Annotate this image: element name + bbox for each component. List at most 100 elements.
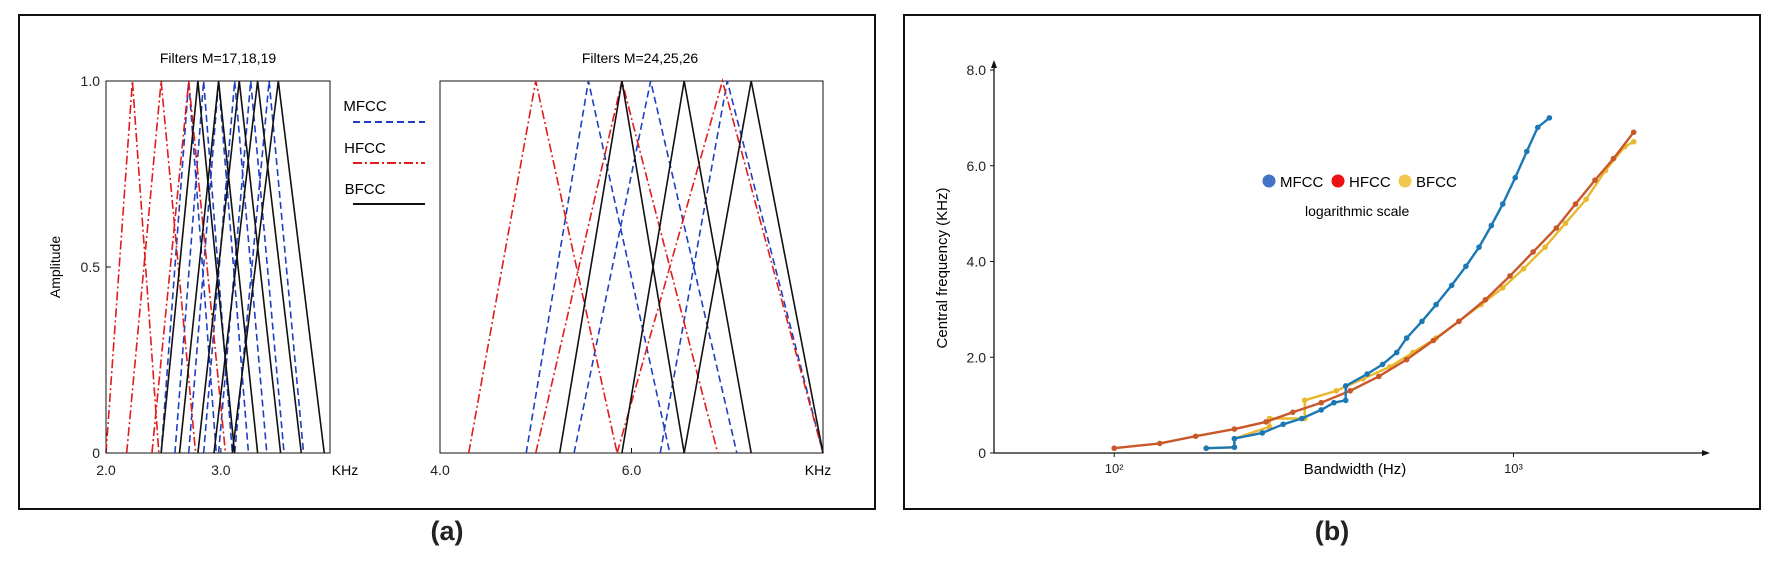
filters-plot-right: 4.0 6.0 Filters M=24,25,26 KHz <box>430 50 831 478</box>
x-axis-arrow <box>1702 450 1710 456</box>
filter-bfcc-1-0 <box>558 80 685 454</box>
point-mfcc <box>1259 430 1266 436</box>
point-bfcc <box>1583 196 1589 203</box>
filter-hfcc-1-2 <box>616 78 824 454</box>
filter-bfcc-0-2 <box>197 80 282 454</box>
point-mfcc <box>1403 335 1410 341</box>
point-mfcc <box>1318 407 1325 413</box>
x-unit-label-right: KHz <box>805 462 831 478</box>
bandwidth-ticks: 0 2.0 4.0 6.0 8.0 10² 10³ <box>967 62 1524 476</box>
filter-bfcc-0-1 <box>178 80 259 454</box>
point-hfcc <box>1156 440 1163 447</box>
point-bfcc <box>1562 220 1569 226</box>
point-hfcc <box>1318 399 1325 406</box>
point-hfcc <box>1507 273 1513 279</box>
filter-mfcc-1-0 <box>525 80 671 454</box>
panel-a-frame <box>18 14 876 510</box>
point-bfcc <box>1630 139 1637 145</box>
point-mfcc <box>1488 222 1495 229</box>
point-mfcc <box>1546 115 1553 121</box>
filter-hfcc-0-2 <box>151 80 227 454</box>
x-tick-label: 6.0 <box>622 462 642 478</box>
point-hfcc <box>1430 337 1437 344</box>
point-mfcc <box>1342 397 1349 404</box>
point-hfcc <box>1592 177 1598 183</box>
filter-hfcc-1-0 <box>467 80 618 454</box>
point-mfcc <box>1298 415 1305 422</box>
point-mfcc <box>1280 421 1286 428</box>
filter-lines-right <box>467 78 824 454</box>
filter-hfcc-0-1 <box>125 80 197 454</box>
filter-bfcc-0-4 <box>231 80 326 454</box>
point-bfcc <box>1301 397 1308 404</box>
plot-title-right: Filters M=24,25,26 <box>582 50 699 66</box>
point-hfcc <box>1111 445 1117 452</box>
point-mfcc <box>1342 383 1349 389</box>
point-hfcc <box>1376 373 1382 380</box>
point-hfcc <box>1553 225 1560 231</box>
filter-hfcc-0-0 <box>105 80 160 454</box>
point-hfcc <box>1456 318 1462 325</box>
series-line-hfcc <box>1114 131 1635 450</box>
legend-bfcc-label: BFCC <box>345 181 386 198</box>
point-hfcc <box>1289 409 1296 416</box>
point-mfcc <box>1524 148 1530 155</box>
y-tick-label: 4.0 <box>967 254 987 270</box>
y-tick-label: 0.5 <box>81 259 101 275</box>
legend-note-log-scale: logarithmic scale <box>1305 203 1409 219</box>
legend-dot-bfcc <box>1398 174 1412 188</box>
y-axis-label-central-frequency: Central frequency (KHz) <box>934 188 951 349</box>
legend-dot-mfcc <box>1262 174 1276 188</box>
point-mfcc <box>1379 361 1386 368</box>
point-mfcc <box>1512 174 1519 181</box>
legend-label-bfcc: BFCC <box>1416 174 1457 191</box>
y-axis-label-amplitude: Amplitude <box>47 236 63 298</box>
point-hfcc <box>1263 419 1269 425</box>
point-hfcc <box>1403 356 1410 363</box>
point-mfcc <box>1393 349 1400 356</box>
point-mfcc <box>1203 445 1210 452</box>
y-tick-label: 8.0 <box>967 62 987 78</box>
point-bfcc <box>1542 244 1548 250</box>
filter-lines-left <box>105 80 326 454</box>
point-mfcc <box>1499 201 1506 207</box>
filter-bfcc-1-1 <box>621 80 752 454</box>
bandwidth-axes <box>991 60 1710 456</box>
legend-mfcc-label: MFCC <box>343 98 386 115</box>
filter-mfcc-0-2 <box>187 80 250 454</box>
point-mfcc <box>1463 263 1469 270</box>
panel-caption-a: (a) <box>430 516 464 546</box>
bandwidth-series <box>1111 115 1637 452</box>
panel-caption-b: (b) <box>1314 516 1350 546</box>
legend-label-mfcc: MFCC <box>1280 174 1323 191</box>
point-hfcc <box>1347 387 1354 394</box>
point-hfcc <box>1482 297 1489 303</box>
point-hfcc <box>1231 426 1238 432</box>
y-tick-label: 0 <box>978 445 986 461</box>
panel-b-frame <box>903 14 1761 510</box>
point-bfcc <box>1499 285 1506 291</box>
series-line-mfcc <box>1206 116 1551 450</box>
bandwidth-legend: MFCC HFCC BFCC logarithmic scale <box>1262 174 1457 219</box>
point-mfcc <box>1231 444 1238 451</box>
filter-bfcc-0-0 <box>160 80 236 454</box>
point-mfcc <box>1331 399 1337 406</box>
x-tick-label: 4.0 <box>430 462 450 478</box>
y-tick-label: 1.0 <box>81 73 101 89</box>
point-hfcc <box>1572 201 1579 207</box>
legend-label-hfcc: HFCC <box>1349 174 1391 191</box>
point-hfcc <box>1610 155 1617 162</box>
point-mfcc <box>1433 301 1439 308</box>
point-mfcc <box>1476 244 1482 250</box>
y-tick-label: 6.0 <box>967 158 987 174</box>
x-tick-label: 2.0 <box>96 462 116 478</box>
legend-dot-hfcc <box>1331 174 1345 188</box>
point-bfcc <box>1520 265 1527 272</box>
y-tick-label: 0 <box>92 445 100 461</box>
y-tick-label: 2.0 <box>967 349 987 365</box>
filters-plot-left: 2.0 3.0 1.0 0.5 0 Filters M=17,18,19 KHz Amp… <box>47 50 358 478</box>
legend-hfcc-label: HFCC <box>344 140 386 157</box>
filter-hfcc-1-1 <box>534 80 719 454</box>
point-hfcc <box>1630 129 1637 136</box>
